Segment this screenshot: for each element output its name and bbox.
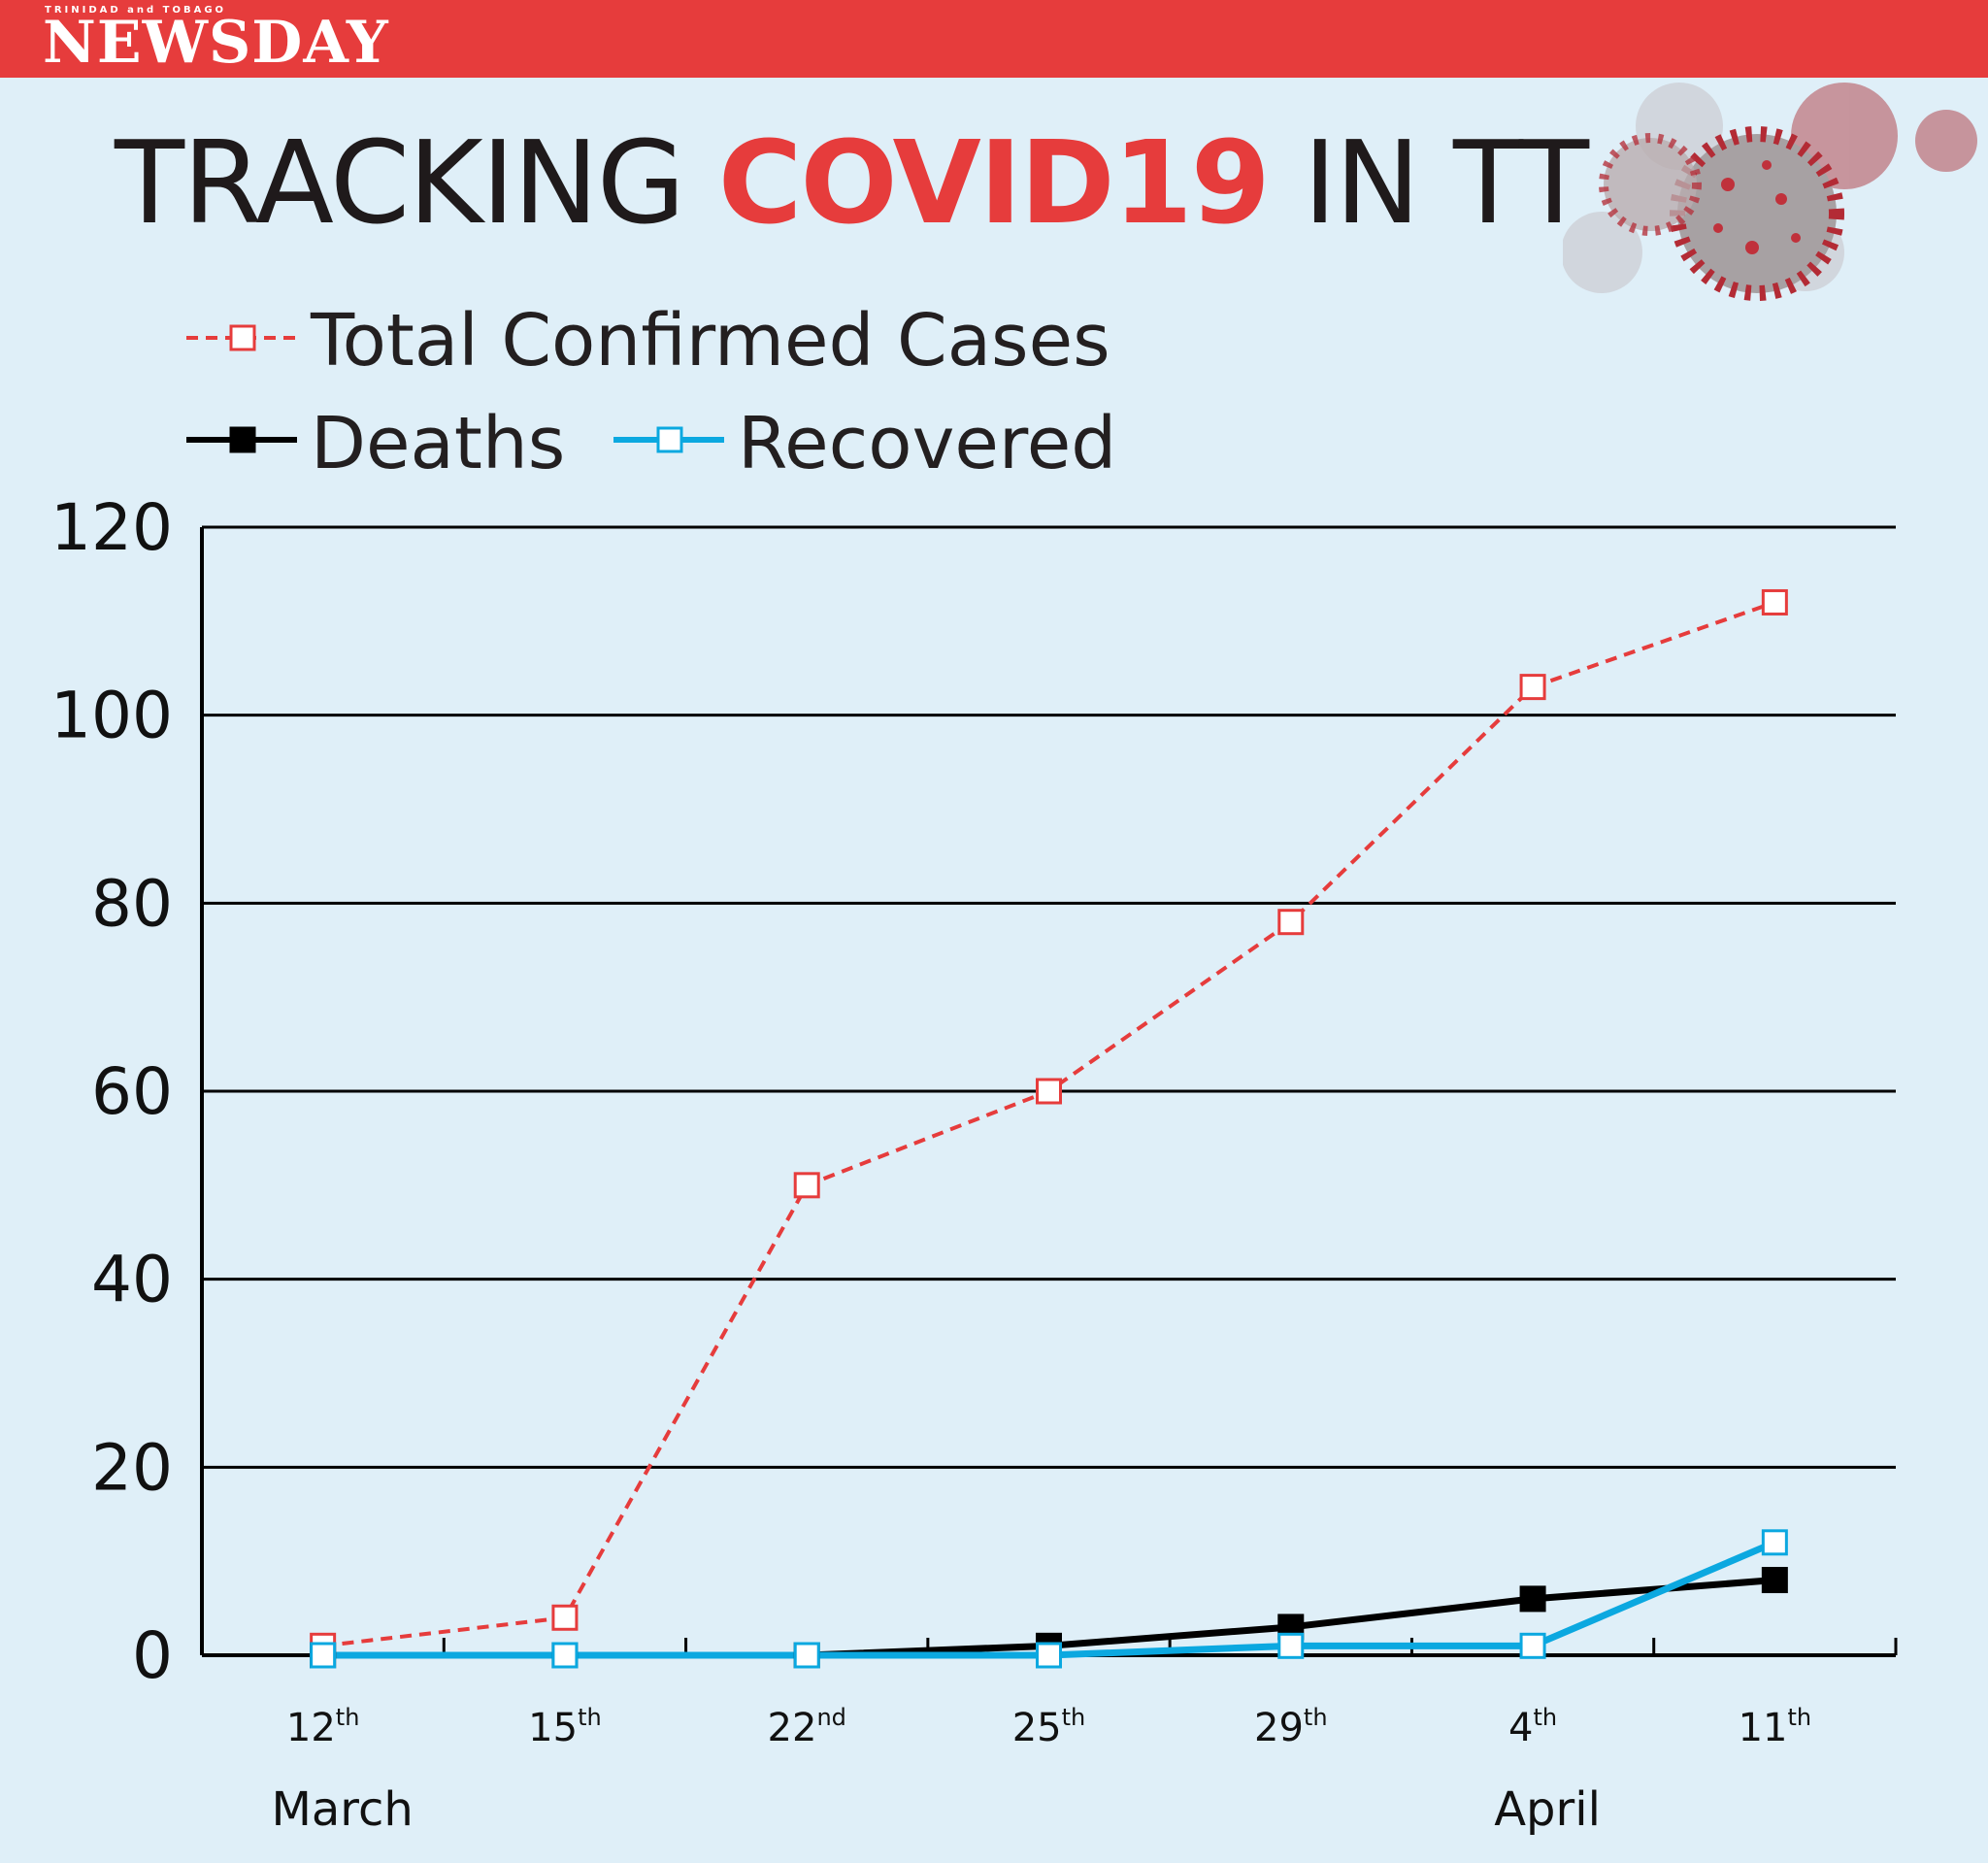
legend-item-cases: Total Confirmed Cases xyxy=(186,299,1110,383)
x-tick-suffix: th xyxy=(1533,1704,1557,1731)
brand-tagline: TRINIDAD and TOBAGO xyxy=(45,5,227,16)
x-tick-label: 12th xyxy=(286,1704,360,1750)
y-tick-label: 40 xyxy=(91,1243,173,1317)
x-tick-suffix: th xyxy=(1304,1704,1328,1731)
coronavirus-illustration xyxy=(1563,83,1977,301)
x-tick-suffix: th xyxy=(1787,1704,1811,1731)
data-point-total-confirmed-cases xyxy=(1519,674,1546,701)
data-point-total-confirmed-cases xyxy=(793,1172,820,1199)
x-tick-day: 4 xyxy=(1508,1706,1533,1750)
legend-label-cases: Total Confirmed Cases xyxy=(310,299,1110,383)
x-tick-day: 15 xyxy=(528,1706,578,1750)
x-tick-suffix: th xyxy=(336,1704,360,1731)
y-tick-label: 0 xyxy=(132,1618,173,1693)
month-label: March xyxy=(271,1782,413,1837)
x-tick-day: 11 xyxy=(1739,1706,1788,1750)
x-tick-label: 29th xyxy=(1254,1704,1328,1750)
x-tick-label: 4th xyxy=(1508,1704,1557,1750)
brand-logo: NEWSDAY xyxy=(43,9,389,77)
month-label: April xyxy=(1494,1782,1601,1837)
data-point-recovered xyxy=(1277,1632,1305,1659)
x-tick-label: 15th xyxy=(528,1704,602,1750)
x-tick-day: 12 xyxy=(286,1706,336,1750)
legend-item-recovered: Recovered xyxy=(613,402,1116,485)
x-tick-day: 25 xyxy=(1012,1706,1062,1750)
x-tick-suffix: nd xyxy=(816,1704,845,1731)
chart-title: TRACKING COVID19 IN TT xyxy=(115,115,1589,250)
data-point-recovered xyxy=(551,1642,579,1669)
data-point-total-confirmed-cases xyxy=(551,1604,579,1631)
data-point-recovered xyxy=(793,1642,820,1669)
data-point-total-confirmed-cases xyxy=(1761,588,1788,615)
legend-label-recovered: Recovered xyxy=(738,402,1116,485)
title-prefix: TRACKING xyxy=(115,116,718,250)
data-point-total-confirmed-cases xyxy=(1277,909,1305,936)
series-line-total-confirmed-cases xyxy=(322,600,1776,1648)
data-point-recovered xyxy=(1036,1642,1062,1669)
legend-item-deaths: Deaths xyxy=(186,402,565,485)
data-point-recovered xyxy=(310,1642,337,1669)
x-tick-day: 22 xyxy=(768,1706,817,1750)
brand-bar: TRINIDAD and TOBAGO NEWSDAY xyxy=(0,0,1988,78)
x-tick-suffix: th xyxy=(578,1704,602,1731)
data-point-total-confirmed-cases xyxy=(1036,1078,1062,1105)
y-tick-label: 100 xyxy=(50,679,173,753)
y-tick-label: 120 xyxy=(50,490,173,565)
x-tick-suffix: th xyxy=(1062,1704,1086,1731)
legend-label-deaths: Deaths xyxy=(311,402,565,485)
x-tick-label: 25th xyxy=(1012,1704,1086,1750)
legend: Total Confirmed Cases Deaths Recovered xyxy=(186,299,1116,485)
x-tick-label: 22nd xyxy=(768,1704,846,1750)
x-tick-label: 11th xyxy=(1739,1704,1812,1750)
y-tick-label: 60 xyxy=(91,1054,173,1129)
y-tick-label: 20 xyxy=(91,1430,173,1505)
title-accent: COVID19 xyxy=(717,116,1271,250)
x-tick-day: 29 xyxy=(1254,1706,1304,1750)
data-point-recovered xyxy=(1519,1632,1546,1659)
data-point-deaths xyxy=(1761,1567,1788,1594)
title-suffix: IN TT xyxy=(1268,116,1589,250)
y-tick-label: 80 xyxy=(91,866,173,941)
data-point-recovered xyxy=(1761,1529,1788,1556)
data-point-deaths xyxy=(1519,1585,1546,1613)
